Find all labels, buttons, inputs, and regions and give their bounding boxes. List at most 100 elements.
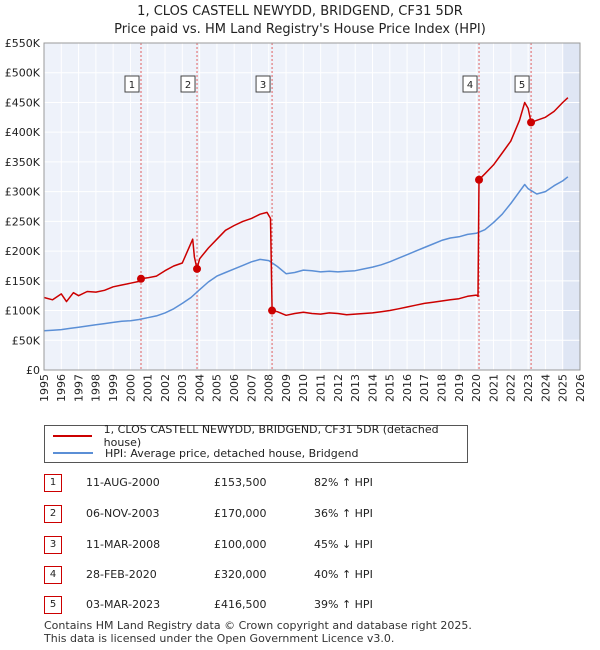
sale-label: 5 xyxy=(519,80,525,91)
chart-subtitle: Price paid vs. HM Land Registry's House … xyxy=(114,22,486,37)
x-tick-label: 2000 xyxy=(124,374,137,402)
legend-swatch-hpi xyxy=(53,452,93,454)
transaction-row: 4 28-FEB-2020 £320,000 40% ↑ HPI xyxy=(44,566,544,584)
y-tick-label: £250K xyxy=(5,215,41,228)
sale-label: 4 xyxy=(467,80,473,91)
x-tick-label: 2014 xyxy=(366,374,379,402)
transaction-hpi: 40% ↑ HPI xyxy=(314,568,373,581)
x-tick-label: 2024 xyxy=(539,374,552,402)
transaction-price: £416,500 xyxy=(214,598,267,611)
x-tick-label: 1996 xyxy=(55,374,68,402)
x-tick-label: 2005 xyxy=(211,374,224,402)
y-tick-label: £300K xyxy=(5,186,41,199)
sale-label-box xyxy=(180,75,196,93)
x-tick-label: 2013 xyxy=(349,374,362,402)
transaction-number: 2 xyxy=(44,505,62,523)
x-tick-label: 2006 xyxy=(228,374,241,402)
y-tick-label: £0 xyxy=(26,364,40,377)
transaction-number: 1 xyxy=(44,474,62,492)
x-tick-label: 2021 xyxy=(487,374,500,402)
transaction-price: £170,000 xyxy=(214,507,267,520)
sale-label-box xyxy=(255,75,271,93)
y-tick-label: £550K xyxy=(5,37,41,50)
sale-point xyxy=(475,175,484,184)
x-tick-label: 2026 xyxy=(574,374,587,402)
transaction-hpi: 45% ↓ HPI xyxy=(314,538,373,551)
x-tick-label: 2012 xyxy=(332,374,345,402)
transaction-price: £153,500 xyxy=(214,476,267,489)
transaction-price: £100,000 xyxy=(214,538,267,551)
x-tick-label: 2001 xyxy=(142,374,155,402)
sale-point xyxy=(193,264,202,273)
sale-point xyxy=(268,306,277,315)
y-tick-label: £500K xyxy=(5,67,41,80)
transaction-hpi: 36% ↑ HPI xyxy=(314,507,373,520)
x-tick-label: 2009 xyxy=(280,374,293,402)
legend-item-hpi: HPI: Average price, detached house, Brid… xyxy=(53,445,358,461)
legend-label-property: 1, CLOS CASTELL NEWYDD, BRIDGEND, CF31 5… xyxy=(103,423,439,449)
future-shade xyxy=(562,43,580,370)
legend-swatch-property xyxy=(53,435,92,437)
x-tick-label: 1998 xyxy=(90,374,103,402)
x-tick-label: 2003 xyxy=(176,374,189,402)
x-tick-label: 2022 xyxy=(505,374,518,402)
sale-label-box xyxy=(514,75,530,93)
transaction-date: 28-FEB-2020 xyxy=(86,568,157,581)
x-tick-label: 1995 xyxy=(38,374,51,402)
y-tick-label: £450K xyxy=(5,96,41,109)
price-chart: £0 £50K £100K £150K £200K £250K £300K £350K £400… xyxy=(5,37,587,402)
transaction-row: 1 11-AUG-2000 £153,500 82% ↑ HPI xyxy=(44,474,544,492)
transaction-row: 3 11-MAR-2008 £100,000 45% ↓ HPI xyxy=(44,536,544,554)
x-tick-label: 1997 xyxy=(72,374,85,402)
transaction-row: 2 06-NOV-2003 £170,000 36% ↑ HPI xyxy=(44,505,544,523)
transaction-date: 11-AUG-2000 xyxy=(86,476,160,489)
transaction-hpi: 39% ↑ HPI xyxy=(314,598,373,611)
x-tick-label: 2004 xyxy=(193,374,206,402)
plot-area xyxy=(44,43,580,370)
x-tick-label: 2008 xyxy=(263,374,276,402)
legend-item-property: 1, CLOS CASTELL NEWYDD, BRIDGEND, CF31 5… xyxy=(53,423,467,449)
sale-label: 1 xyxy=(129,80,135,91)
footer-license: This data is licensed under the Open Gov… xyxy=(44,632,395,645)
transaction-hpi: 82% ↑ HPI xyxy=(314,476,373,489)
plot-border xyxy=(43,42,581,371)
sale-point xyxy=(527,118,536,127)
sale-label: 2 xyxy=(185,80,191,91)
transaction-price: £320,000 xyxy=(214,568,267,581)
transaction-date: 03-MAR-2023 xyxy=(86,598,161,611)
sale-label-box xyxy=(124,75,140,93)
footer-copyright: Contains HM Land Registry data © Crown c… xyxy=(44,619,472,632)
x-tick-label: 2017 xyxy=(418,374,431,402)
transaction-row: 5 03-MAR-2023 £416,500 39% ↑ HPI xyxy=(44,596,544,614)
x-tick-label: 2011 xyxy=(314,374,327,402)
x-tick-label: 2025 xyxy=(557,374,570,402)
transaction-date: 11-MAR-2008 xyxy=(86,538,161,551)
sale-label-box xyxy=(462,75,478,93)
chart-title: 1, CLOS CASTELL NEWYDD, BRIDGEND, CF31 5… xyxy=(137,4,463,19)
transaction-date: 06-NOV-2003 xyxy=(86,507,160,520)
transaction-number: 4 xyxy=(44,566,62,584)
x-tick-label: 2023 xyxy=(522,374,535,402)
x-tick-label: 2002 xyxy=(159,374,172,402)
y-tick-label: £50K xyxy=(12,334,41,347)
x-tick-label: 2016 xyxy=(401,374,414,402)
chart-legend: 1, CLOS CASTELL NEWYDD, BRIDGEND, CF31 5… xyxy=(44,423,468,463)
x-tick-label: 2015 xyxy=(384,374,397,402)
y-tick-label: £400K xyxy=(5,126,41,139)
y-tick-label: £150K xyxy=(5,275,41,288)
x-tick-label: 2019 xyxy=(453,374,466,402)
y-tick-label: £100K xyxy=(5,305,41,318)
x-tick-label: 1999 xyxy=(107,374,120,402)
sale-label: 3 xyxy=(260,80,266,91)
legend-label-hpi: HPI: Average price, detached house, Brid… xyxy=(105,446,359,460)
x-tick-label: 2010 xyxy=(297,374,310,402)
x-tick-label: 2020 xyxy=(470,374,483,402)
sale-point xyxy=(136,274,145,283)
hpi-line xyxy=(43,176,569,332)
transaction-number: 5 xyxy=(44,596,62,614)
x-tick-label: 2018 xyxy=(436,374,449,402)
y-tick-label: £350K xyxy=(5,156,41,169)
x-tick-label: 2007 xyxy=(245,374,258,402)
transaction-number: 3 xyxy=(44,536,62,554)
y-tick-label: £200K xyxy=(5,245,41,258)
